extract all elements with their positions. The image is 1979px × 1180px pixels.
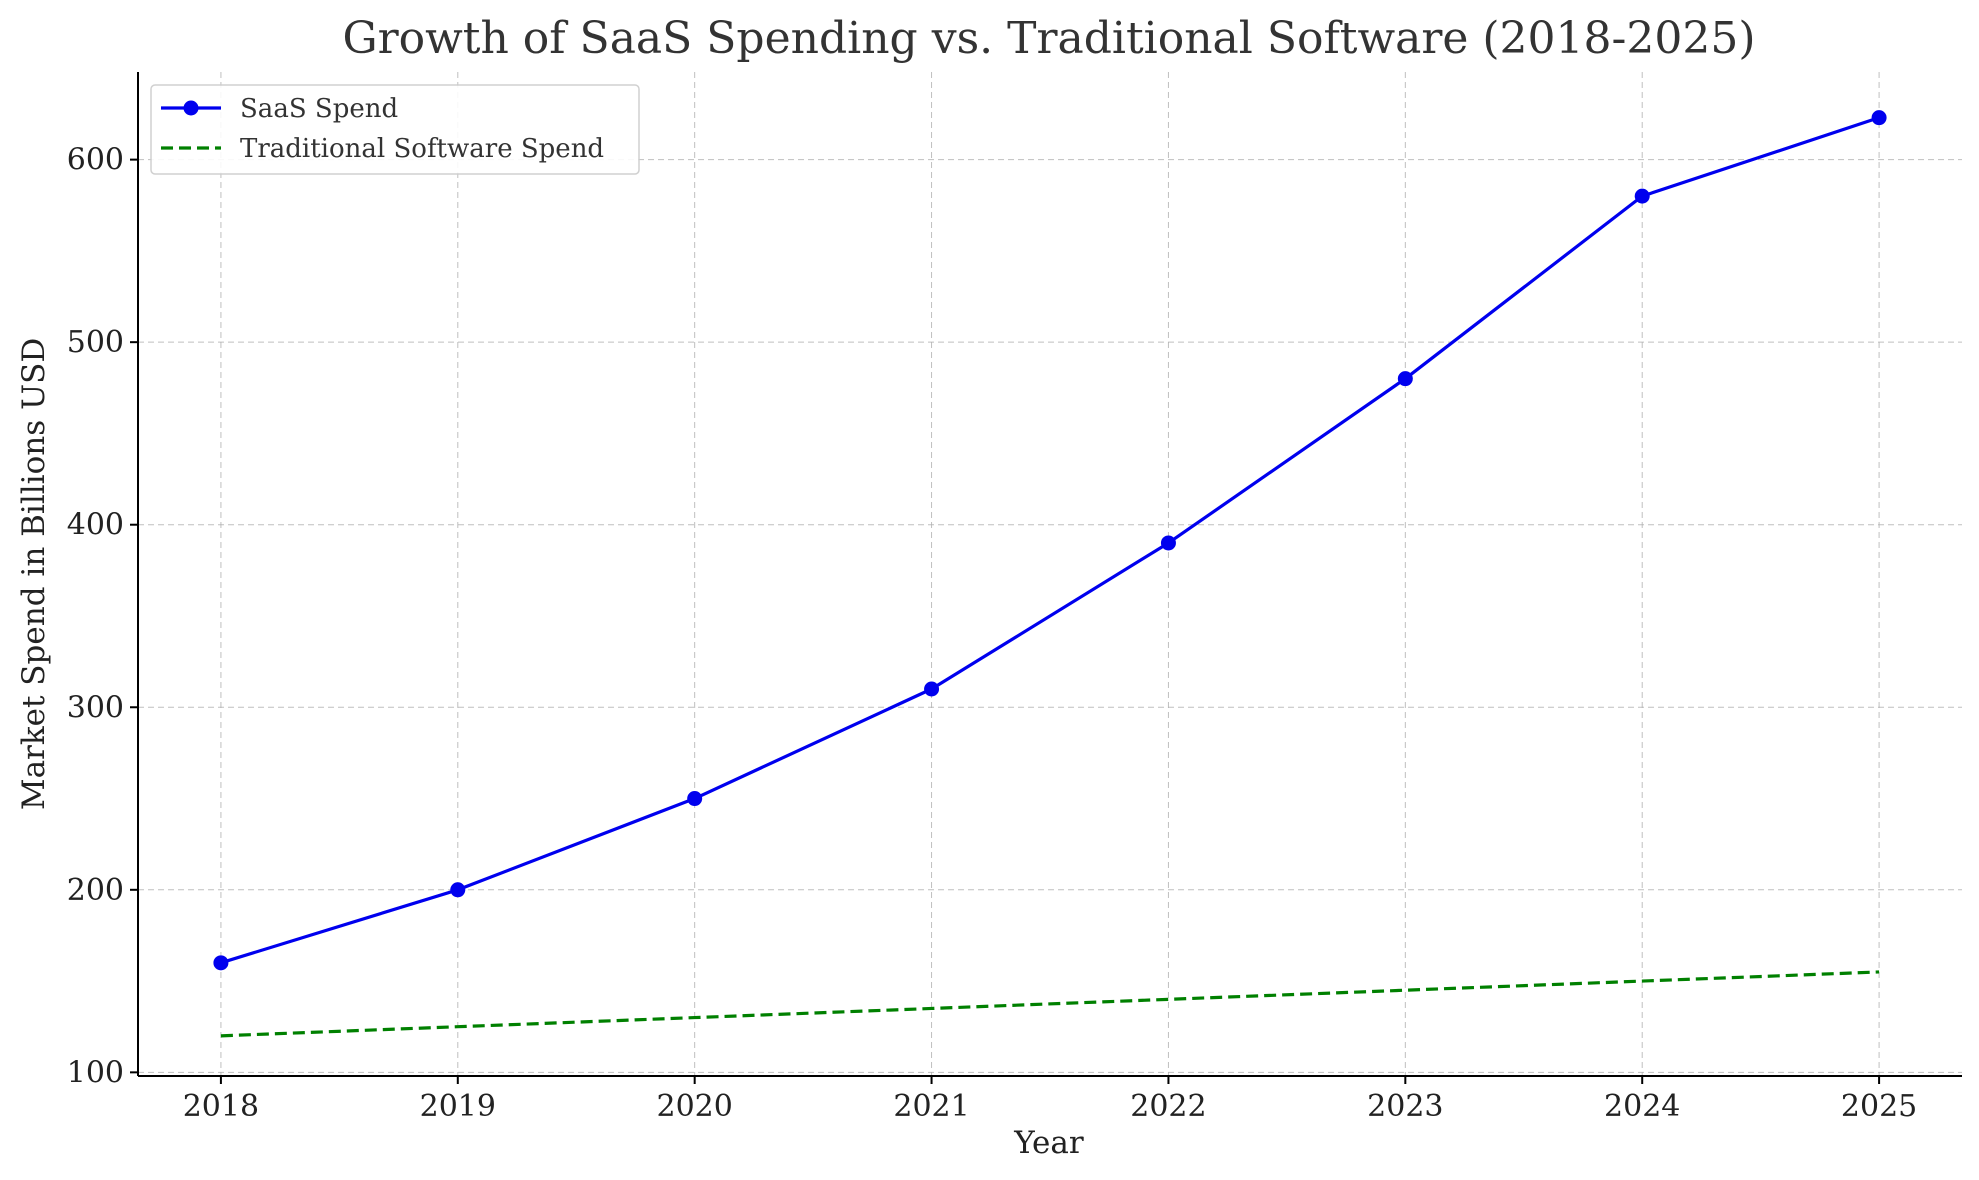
data-point: [1397, 371, 1413, 387]
x-tick-label: 2018: [183, 1089, 259, 1124]
data-point: [1634, 188, 1650, 204]
x-tick-label: 2022: [1130, 1089, 1206, 1124]
legend-box: [150, 84, 640, 175]
x-tick-label: 2020: [656, 1089, 732, 1124]
data-point: [1160, 535, 1176, 551]
legend-label: SaaS Spend: [240, 94, 398, 124]
legend: SaaS Spend Traditional Software Spend: [150, 84, 640, 175]
axis-ticks: 2018 2019 2020 2021 2022 2023 2024 2025 100 200 30…: [67, 143, 1918, 1124]
series-layer: [213, 110, 1887, 1038]
y-axis-label: Market Spend in Billions USD: [16, 338, 52, 810]
data-point: [687, 791, 703, 807]
y-tick-label: 200: [67, 873, 124, 908]
x-tick-label: 2023: [1367, 1089, 1443, 1124]
y-tick-label: 300: [67, 690, 124, 725]
chart-title: Growth of SaaS Spending vs. Traditional …: [342, 13, 1755, 64]
x-tick-label: 2025: [1841, 1089, 1917, 1124]
data-point: [450, 882, 466, 898]
y-tick-label: 600: [67, 143, 124, 178]
x-tick-label: 2024: [1604, 1089, 1680, 1124]
x-tick-label: 2021: [893, 1089, 969, 1124]
grid-lines: [138, 72, 1962, 1076]
y-tick-label: 400: [67, 508, 124, 543]
data-point: [213, 955, 229, 971]
x-axis-label: Year: [1013, 1125, 1084, 1161]
y-tick-label: 500: [67, 325, 124, 360]
x-tick-label: 2019: [420, 1089, 496, 1124]
series-line: [220, 116, 1880, 965]
data-point: [1871, 110, 1887, 126]
legend-marker: [183, 100, 199, 116]
series-line: [220, 970, 1880, 1038]
y-tick-label: 100: [67, 1055, 124, 1090]
legend-label: Traditional Software Spend: [240, 134, 604, 164]
data-point: [924, 681, 940, 697]
